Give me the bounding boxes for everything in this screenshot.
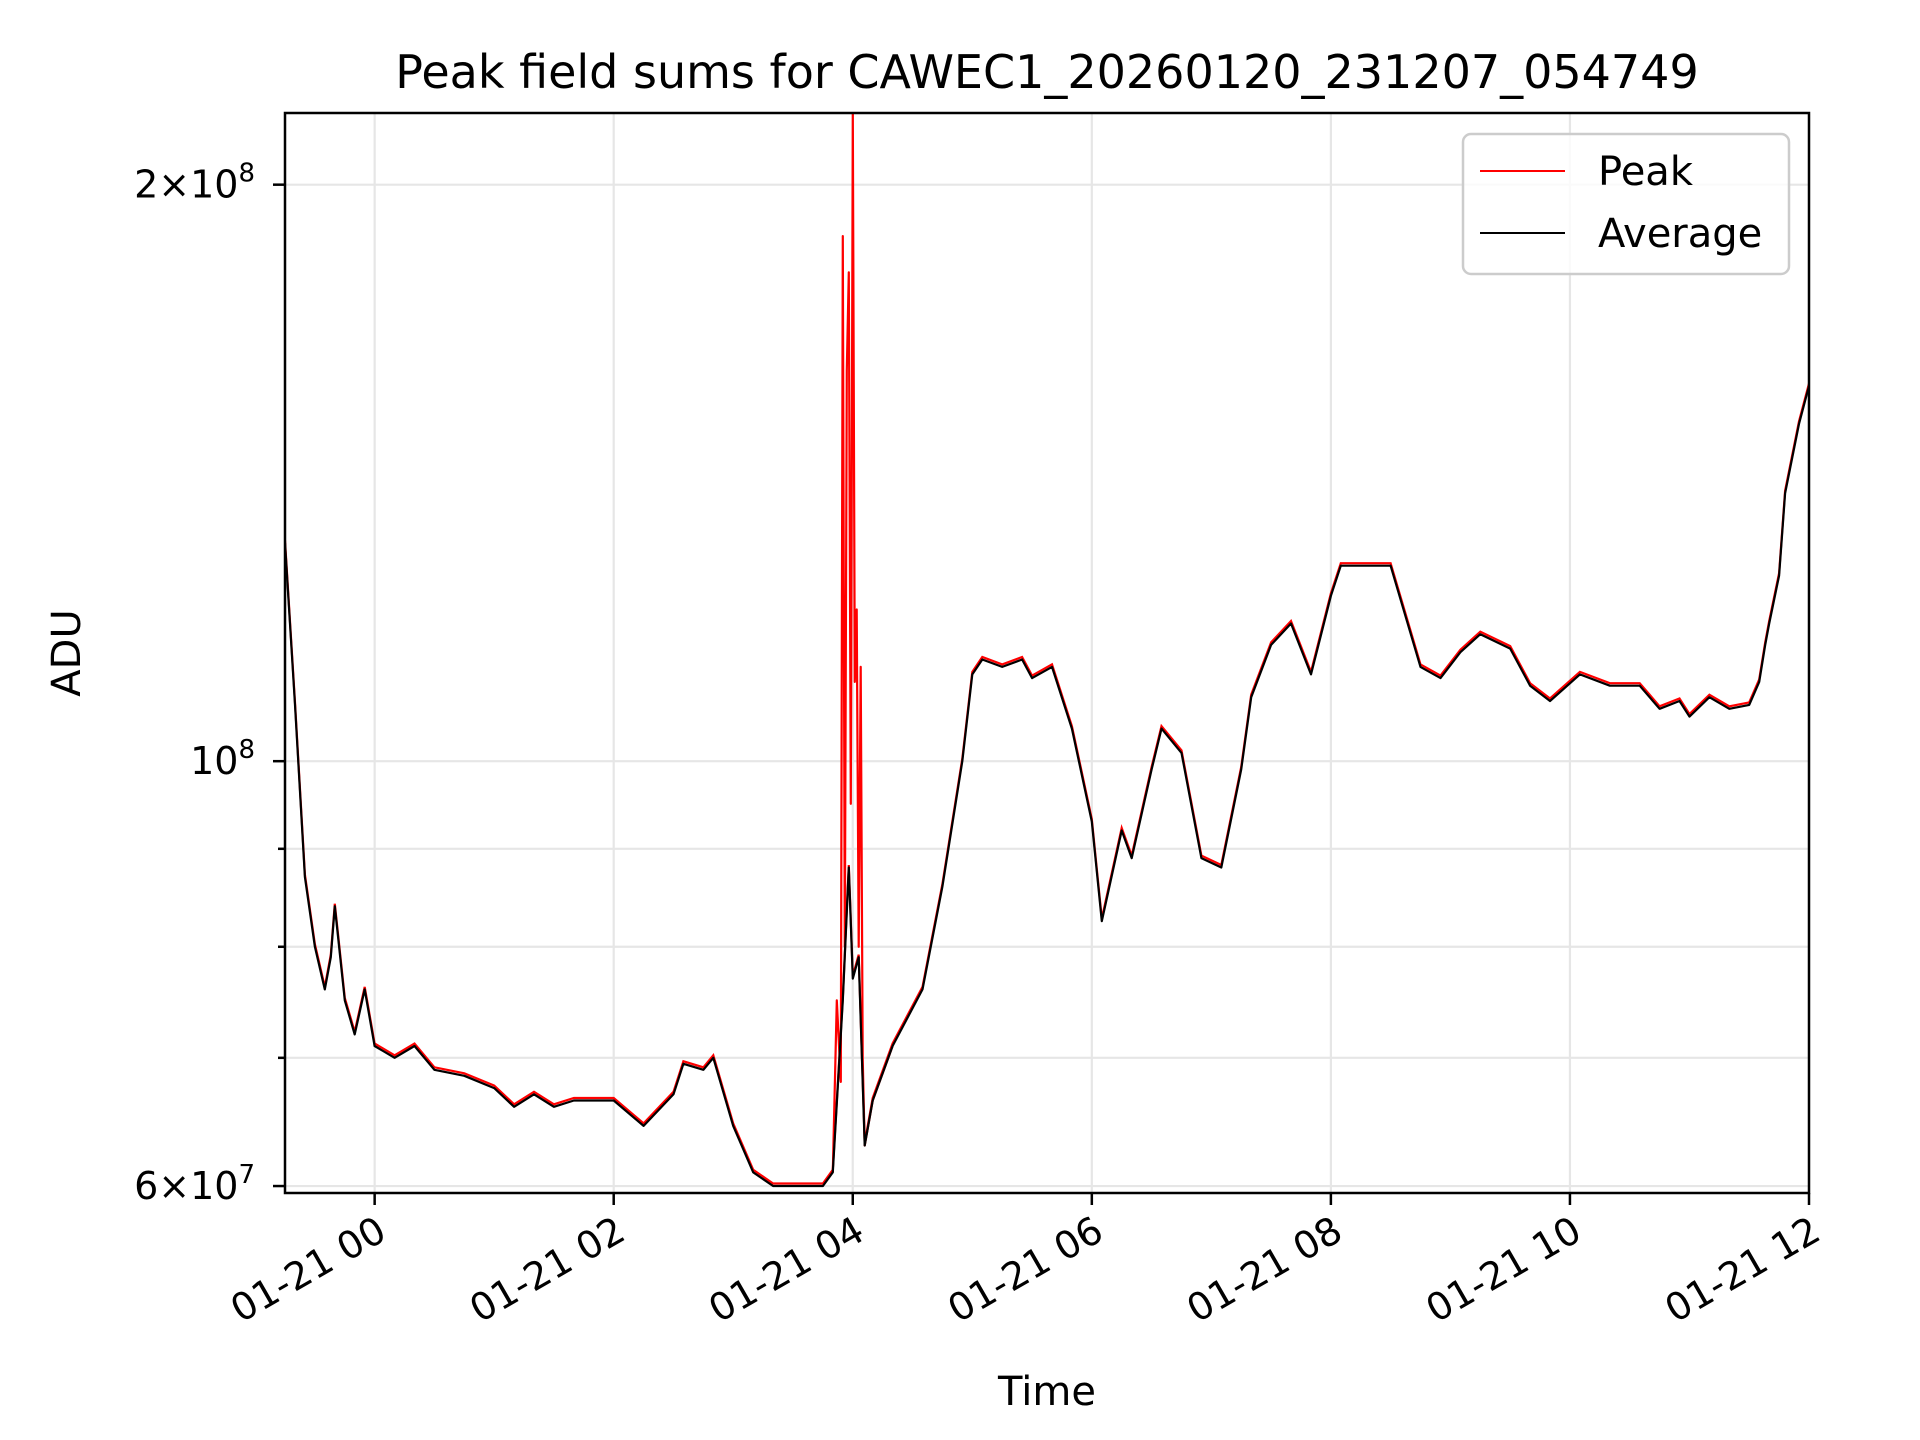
y-tick-label-base: 2×10 bbox=[134, 163, 238, 207]
y-tick-label-exponent: 8 bbox=[238, 159, 255, 189]
legend-box bbox=[1461, 132, 1791, 276]
y-tick-label-base: 10 bbox=[190, 739, 238, 783]
legend-label-average: Average bbox=[1598, 211, 1762, 257]
y-tick-label-exponent: 8 bbox=[238, 735, 255, 765]
y-tick-label: 6×107 bbox=[134, 1160, 255, 1208]
legend-label-peak: Peak bbox=[1598, 149, 1694, 195]
series-lines bbox=[285, 113, 1809, 1188]
y-tick-label-exponent: 7 bbox=[238, 1160, 255, 1190]
y-tick-label: 108 bbox=[190, 735, 255, 783]
x-axis-label: Time bbox=[997, 1369, 1096, 1415]
legend: Peak Average bbox=[1461, 132, 1791, 276]
y-axis-label: ADU bbox=[44, 609, 90, 696]
y-tick-label: 2×108 bbox=[134, 159, 255, 207]
y-tick-label-base: 6×10 bbox=[134, 1164, 238, 1208]
plot-frame bbox=[283, 111, 1811, 1195]
series-line-peak-trace bbox=[285, 383, 1809, 1185]
chart-title: Peak field sums for CAWEC1_20260120_2312… bbox=[395, 45, 1698, 99]
series-line-average bbox=[285, 385, 1809, 1188]
